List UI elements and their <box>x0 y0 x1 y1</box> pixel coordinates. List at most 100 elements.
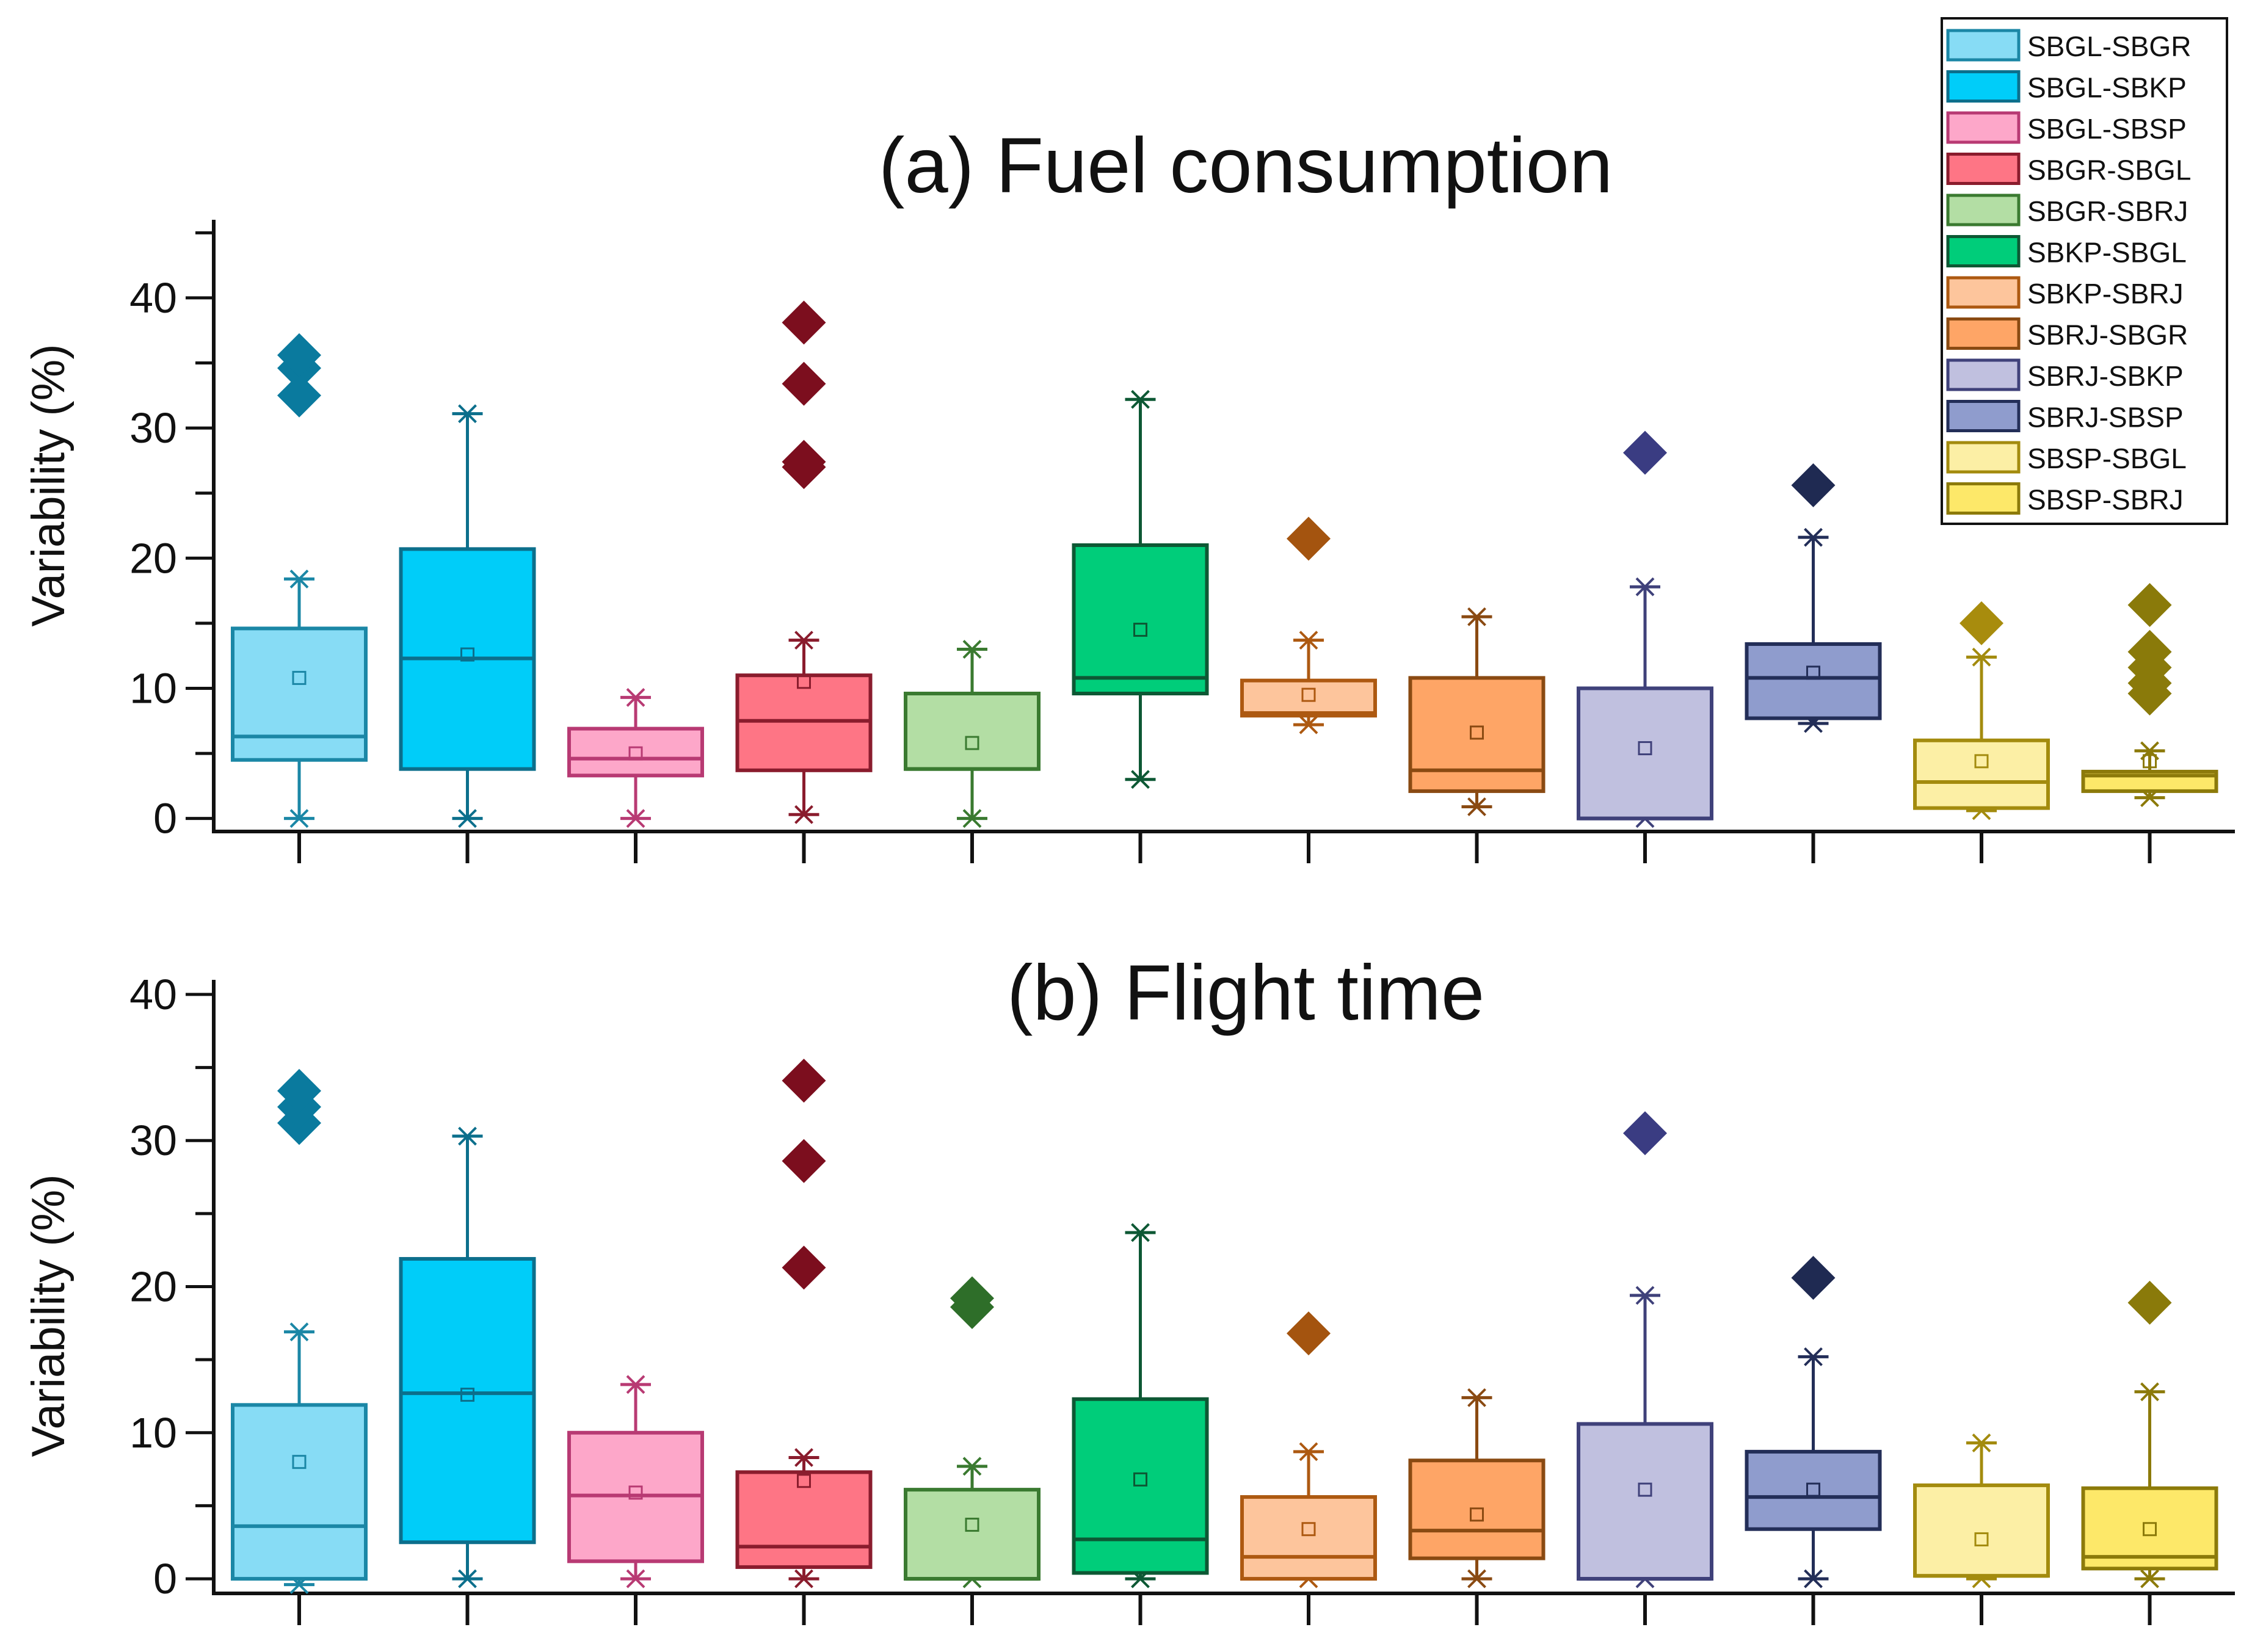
max-marker <box>458 1126 477 1146</box>
box-iqr <box>1577 1422 1713 1581</box>
box-sbsp-sbgl <box>1913 1433 2050 1625</box>
legend-label: SBGL-SBSP <box>2027 113 2187 145</box>
min-marker <box>962 809 982 828</box>
box-iqr <box>1745 1449 1882 1531</box>
outlier-point <box>1791 1256 1836 1300</box>
max-marker <box>962 640 982 659</box>
max-marker <box>1467 1388 1486 1407</box>
mean-marker <box>1974 754 1989 769</box>
mean-marker <box>1301 1522 1316 1537</box>
min-marker <box>1467 797 1486 816</box>
min-marker <box>626 1569 645 1589</box>
legend-label: SBRJ-SBSP <box>2027 402 2184 433</box>
legend-swatch <box>1946 400 2021 432</box>
box-iqr <box>231 1403 368 1581</box>
legend-swatch <box>1946 317 2021 350</box>
legend-swatch <box>1946 70 2021 103</box>
box-iqr <box>735 1470 873 1569</box>
outlier-point <box>1960 601 2003 645</box>
y-tick-label: 20 <box>129 534 177 582</box>
box-sbgr-sbgl <box>735 1059 873 1625</box>
max-marker <box>626 1375 645 1394</box>
legend-label: SBRJ-SBGR <box>2027 319 2188 351</box>
legend-swatch <box>1946 441 2021 474</box>
outlier-point <box>277 373 321 418</box>
y-tick-label: 0 <box>153 1555 177 1603</box>
legend-swatch <box>1946 276 2021 309</box>
mean-marker <box>797 675 811 689</box>
box-sbrj-sbgr <box>1408 1388 1546 1625</box>
min-marker <box>1299 715 1318 734</box>
y-tick-label: 0 <box>153 795 177 842</box>
panel-flight-time: (b) Flight time Variability (%) 0 10 20 30 4… <box>23 949 2235 1625</box>
box-sbgl-sbgr <box>231 1068 368 1625</box>
legend-label: SBGR-SBRJ <box>2027 195 2188 227</box>
min-marker <box>458 809 477 828</box>
outlier-point <box>2127 1280 2172 1325</box>
legend-swatch <box>1946 482 2021 515</box>
outlier-point <box>1287 1311 1331 1356</box>
y-axis-label-a: Variability (%) <box>23 344 74 626</box>
mean-marker <box>1638 1482 1652 1497</box>
outlier-point <box>782 361 826 406</box>
y-tick-label: 40 <box>129 274 177 322</box>
outlier-point <box>782 1059 826 1103</box>
legend-swatch <box>1946 153 2021 185</box>
box-iqr <box>231 626 368 762</box>
mean-marker <box>1638 741 1652 756</box>
y-tick-label: 40 <box>129 971 177 1018</box>
outlier-point <box>2127 629 2172 674</box>
mean-marker <box>292 1455 307 1469</box>
mean-marker <box>965 1518 979 1532</box>
mean-marker <box>965 736 979 750</box>
box-sbgr-sbgl <box>735 300 873 863</box>
mean-marker <box>292 670 307 685</box>
box-sbkp-sbrj <box>1240 516 1377 863</box>
box-iqr <box>1240 678 1377 718</box>
max-marker <box>1299 631 1318 650</box>
mean-marker <box>460 1388 474 1402</box>
legend-label: SBGR-SBGL <box>2027 154 2191 186</box>
outlier-point <box>782 440 826 484</box>
max-marker <box>1635 1286 1655 1305</box>
outlier-point <box>950 1276 994 1321</box>
legend-label: SBGL-SBGR <box>2027 31 2191 62</box>
outlier-point <box>1287 516 1331 561</box>
outlier-point <box>1623 1111 1667 1156</box>
legend-swatch <box>1946 235 2021 267</box>
chart-title-a: (a) Fuel consumption <box>879 122 1613 209</box>
y-tick-label: 20 <box>129 1263 177 1311</box>
box-sbrj-sbsp <box>1745 463 1882 863</box>
y-tick-label: 30 <box>129 404 177 452</box>
y-tick-label: 10 <box>129 1409 177 1457</box>
y-tick-label: 30 <box>129 1117 177 1164</box>
max-marker <box>626 687 645 707</box>
box-sbrj-sbkp <box>1577 1111 1713 1625</box>
outlier-point <box>277 1068 321 1113</box>
box-iqr <box>904 692 1041 771</box>
box-sbsp-sbgl <box>1913 601 2050 863</box>
y-axis-label-b: Variability (%) <box>23 1174 74 1457</box>
outlier-point <box>277 333 321 377</box>
max-marker <box>1972 647 1991 667</box>
mean-marker <box>1301 687 1316 702</box>
mean-marker <box>797 1474 811 1488</box>
mean-marker <box>1133 623 1147 637</box>
box-iqr <box>735 673 873 772</box>
legend-swatch <box>1946 29 2021 62</box>
outlier-point <box>1623 430 1667 475</box>
box-sbsp-sbrj <box>2081 583 2218 863</box>
max-marker <box>289 569 309 589</box>
mean-marker <box>2143 1522 2157 1537</box>
min-marker <box>2140 1569 2159 1589</box>
mean-marker <box>628 1485 643 1500</box>
box-iqr <box>1072 543 1209 696</box>
legend-swatch <box>1946 194 2021 226</box>
legend: SBGL-SBGR SBGL-SBKP SBGL-SBSP SBGR-SBGL SBGR… <box>1941 17 2228 525</box>
box-sbkp-sbgl <box>1072 389 1209 863</box>
mean-marker <box>1470 1507 1484 1522</box>
mean-marker <box>1806 665 1820 680</box>
box-iqr <box>904 1488 1041 1581</box>
box-sbrj-sbkp <box>1577 430 1713 863</box>
